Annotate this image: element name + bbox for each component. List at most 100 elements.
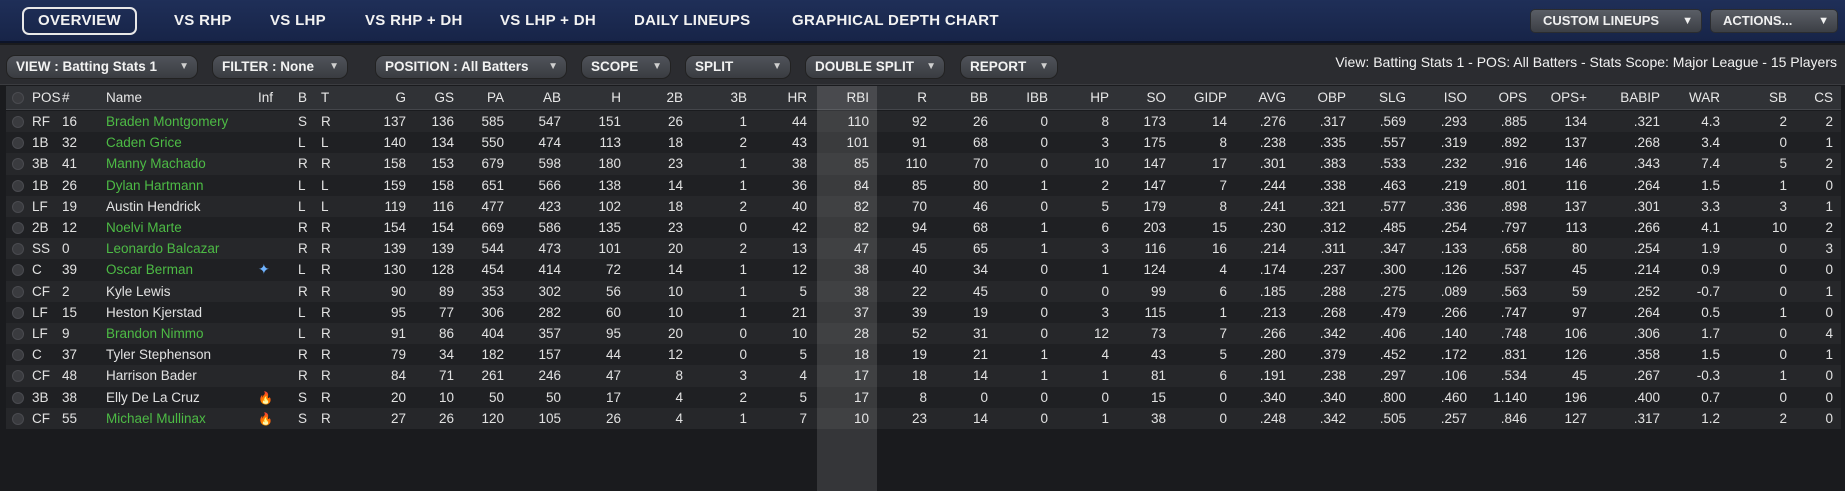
column-header-opsplus[interactable]: OPS+ xyxy=(1550,90,1587,105)
tab-vs-rhp-dh[interactable]: VS RHP + DH xyxy=(365,12,463,29)
player-name-link[interactable]: Manny Machado xyxy=(106,156,206,172)
column-header-inf[interactable]: Inf xyxy=(258,90,274,105)
cell-war: -0.3 xyxy=(1696,368,1720,384)
table-row[interactable]: 2B 12 Noelvi Marte R R 154 154 669 586 135 23 0 42 82… xyxy=(6,217,1841,239)
row-select-toggle[interactable] xyxy=(12,306,24,319)
column-header-name[interactable]: Name xyxy=(106,90,143,105)
position-dropdown[interactable]: POSITION : All Batters ▼ xyxy=(375,55,567,79)
row-select-toggle[interactable] xyxy=(12,116,24,128)
player-name-link[interactable]: Dylan Hartmann xyxy=(106,177,204,193)
column-header-so[interactable]: SO xyxy=(1146,90,1166,105)
table-row[interactable]: LF 15 Heston Kjerstad L R 95 77 306 282 60 10 1 21 37… xyxy=(6,301,1841,323)
row-select-toggle[interactable] xyxy=(12,370,24,383)
tab-vs-rhp[interactable]: VS RHP xyxy=(174,12,232,29)
table-row[interactable]: SS 0 Leonardo Balcazar R R 139 139 544 473 101 20 2… xyxy=(6,238,1841,260)
player-name-link[interactable]: Kyle Lewis xyxy=(106,283,171,299)
player-name-link[interactable]: Braden Montgomery xyxy=(106,114,229,129)
column-header-ops[interactable]: OPS xyxy=(1498,90,1527,105)
select-all-toggle[interactable] xyxy=(12,92,24,104)
column-header-slg[interactable]: SLG xyxy=(1378,90,1406,105)
row-select-toggle[interactable] xyxy=(12,200,24,213)
column-header-pa[interactable]: PA xyxy=(486,90,504,105)
column-header-3b[interactable]: 3B xyxy=(730,90,747,105)
row-select-toggle[interactable] xyxy=(12,285,24,298)
player-name-link[interactable]: Oscar Berman xyxy=(106,262,194,278)
table-row[interactable]: LF 19 Austin Hendrick L L 119 116 477 423 102 18 2 4… xyxy=(6,195,1841,217)
table-row[interactable]: LF 9 Brandon Nimmo L R 91 86 404 357 95 20 0 10 28 52 3… xyxy=(6,323,1841,345)
row-select-toggle[interactable] xyxy=(12,264,24,277)
column-header-pos[interactable]: POS xyxy=(32,90,61,105)
row-select-toggle[interactable] xyxy=(12,243,24,256)
column-header-t[interactable]: T xyxy=(321,90,330,105)
cell-hp: 2 xyxy=(1101,177,1109,193)
row-select-toggle[interactable] xyxy=(12,328,24,340)
tab-overview[interactable]: OVERVIEW xyxy=(22,7,137,35)
table-row[interactable]: 3B 41 Manny Machado R R 158 153 679 598 180 23 1 38 8… xyxy=(6,153,1841,175)
column-header-hr[interactable]: HR xyxy=(787,90,808,105)
row-select-toggle[interactable] xyxy=(12,349,24,362)
table-row[interactable]: 1B 26 Dylan Hartmann L L 159 158 651 566 138 14 1 36… xyxy=(6,174,1841,196)
column-header-2b[interactable]: 2B xyxy=(666,90,683,105)
row-select-toggle[interactable] xyxy=(12,412,24,425)
table-row[interactable]: 3B 38 Elly De La Cruz 🔥 S R 20 10 50 50 17 4 2 5 17 8 0 0… xyxy=(6,386,1841,408)
cell-r: 110 xyxy=(905,156,927,172)
tab-daily-lineups[interactable]: DAILY LINEUPS xyxy=(634,12,751,29)
player-name-link[interactable]: Michael Mullinax xyxy=(106,410,206,426)
column-header-gs[interactable]: GS xyxy=(434,90,454,105)
split-dropdown[interactable]: SPLIT ▼ xyxy=(685,55,791,79)
column-header-war[interactable]: WAR xyxy=(1689,90,1720,105)
column-header-r[interactable]: R xyxy=(917,90,927,105)
tab-graphical-depth-chart[interactable]: GRAPHICAL DEPTH CHART xyxy=(792,12,999,29)
table-row[interactable]: CF 55 Michael Mullinax 🔥 S R 27 26 120 105 26 4 1 7 10… xyxy=(6,407,1841,429)
report-dropdown[interactable]: REPORT ▼ xyxy=(960,55,1058,79)
tab-vs-lhp-dh[interactable]: VS LHP + DH xyxy=(500,12,596,29)
column-header-hp[interactable]: HP xyxy=(1090,90,1109,105)
row-select-toggle[interactable] xyxy=(12,222,24,234)
column-header-avg[interactable]: AVG xyxy=(1258,90,1286,105)
cell-pos: 1B xyxy=(32,135,49,151)
row-select-toggle[interactable] xyxy=(12,391,24,404)
tab-vs-lhp[interactable]: VS LHP xyxy=(270,12,326,29)
column-header-ibb[interactable]: IBB xyxy=(1026,90,1048,105)
column-header-num[interactable]: # xyxy=(62,90,70,105)
row-select-toggle[interactable] xyxy=(12,137,24,150)
view-dropdown[interactable]: VIEW : Batting Stats 1 ▼ xyxy=(6,55,198,79)
column-header-obp[interactable]: OBP xyxy=(1317,90,1346,105)
column-header-bb[interactable]: BB xyxy=(969,90,988,105)
player-name-link[interactable]: Leonardo Balcazar xyxy=(106,241,220,257)
player-name-link[interactable]: Heston Kjerstad xyxy=(106,304,203,320)
table-row[interactable]: C 37 Tyler Stephenson R R 79 34 182 157 44 12 0 5 18 1… xyxy=(6,344,1841,366)
player-name-link[interactable]: Austin Hendrick xyxy=(106,198,201,214)
player-name-link[interactable]: Tyler Stephenson xyxy=(106,347,212,363)
double-split-dropdown[interactable]: DOUBLE SPLIT ▼ xyxy=(805,55,945,79)
column-header-cs[interactable]: CS xyxy=(1814,90,1833,105)
column-header-gidp[interactable]: GIDP xyxy=(1193,90,1227,105)
cell-obp: .321 xyxy=(1319,198,1346,214)
player-name-link[interactable]: Harrison Bader xyxy=(106,368,197,384)
actions-button[interactable]: ACTIONS... ▼ xyxy=(1710,9,1838,33)
filter-dropdown[interactable]: FILTER : None ▼ xyxy=(212,55,348,79)
column-header-rbi[interactable]: RBI xyxy=(846,90,869,105)
column-header-iso[interactable]: ISO xyxy=(1443,90,1467,105)
cell-r: 45 xyxy=(911,241,927,257)
column-header-sb[interactable]: SB xyxy=(1768,90,1787,105)
custom-lineups-button[interactable]: CUSTOM LINEUPS ▼ xyxy=(1530,9,1702,33)
column-header-b[interactable]: B xyxy=(298,90,308,105)
table-row[interactable]: RF 16 Braden Montgomery S R 137 136 585 547 151 26… xyxy=(6,111,1841,133)
table-row[interactable]: 1B 32 Caden Grice L L 140 134 550 474 113 18 2 43 101… xyxy=(6,132,1841,154)
table-row[interactable]: CF 2 Kyle Lewis R R 90 89 353 302 56 10 1 5 38 22 45 0 0 9… xyxy=(6,280,1841,302)
player-name-link[interactable]: Brandon Nimmo xyxy=(106,326,204,341)
player-name-link[interactable]: Caden Grice xyxy=(106,135,182,151)
scope-dropdown[interactable]: SCOPE ▼ xyxy=(581,55,671,79)
row-select-toggle[interactable] xyxy=(12,179,24,192)
column-header-babip[interactable]: BABIP xyxy=(1620,90,1660,105)
table-row[interactable]: CF 48 Harrison Bader R R 84 71 261 246 47 8 3 4 17 18 1… xyxy=(6,365,1841,387)
column-header-g[interactable]: G xyxy=(395,90,406,105)
cell-ab: 473 xyxy=(538,241,561,257)
player-name-link[interactable]: Noelvi Marte xyxy=(106,220,182,235)
row-select-toggle[interactable] xyxy=(12,158,24,171)
table-row[interactable]: C 39 Oscar Berman ✦ L R 130 128 454 414 72 14 1 12 38 4… xyxy=(6,259,1841,281)
column-header-h[interactable]: H xyxy=(611,90,621,105)
column-header-ab[interactable]: AB xyxy=(542,90,561,105)
player-name-link[interactable]: Elly De La Cruz xyxy=(106,389,200,405)
